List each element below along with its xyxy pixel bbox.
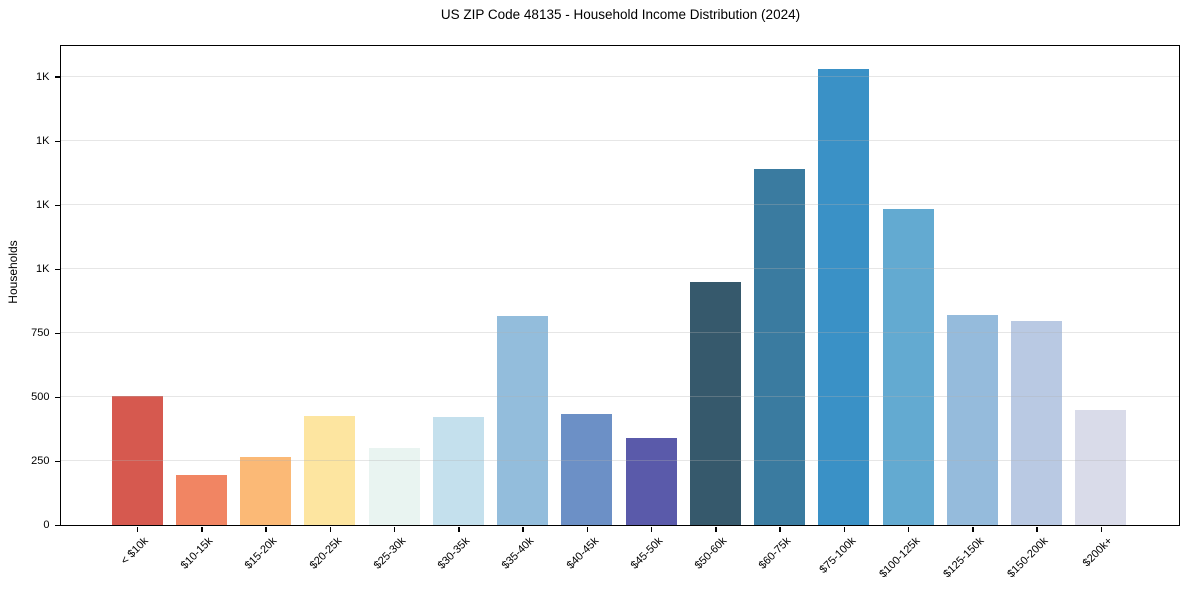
x-tick-label: $10-15k bbox=[178, 534, 216, 572]
bar bbox=[625, 437, 677, 525]
plot-area bbox=[60, 45, 1180, 526]
bar bbox=[111, 395, 163, 525]
x-axis-tick bbox=[265, 527, 267, 532]
bar bbox=[561, 413, 613, 525]
x-axis-tick bbox=[650, 527, 653, 532]
x-axis-tick bbox=[843, 527, 846, 532]
x-tick-label: $50-60k bbox=[692, 534, 730, 572]
y-axis-tick bbox=[54, 140, 60, 143]
y-axis-tick bbox=[54, 76, 60, 78]
y-axis-tick bbox=[54, 204, 60, 207]
x-axis-tick bbox=[907, 527, 910, 532]
x-tick-label: $100-125k bbox=[876, 534, 923, 580]
y-axis-tick bbox=[54, 524, 60, 527]
y-axis-tick bbox=[54, 268, 60, 271]
y-axis-tick bbox=[54, 396, 60, 399]
bar bbox=[689, 281, 741, 525]
x-tick-label: $150-200k bbox=[1005, 534, 1051, 580]
x-axis-tick bbox=[201, 527, 203, 532]
y-tick-label: 0 bbox=[43, 519, 50, 531]
bar bbox=[240, 457, 292, 525]
bar bbox=[882, 208, 934, 525]
x-axis-tick bbox=[1036, 527, 1038, 532]
y-tick-label: 1K bbox=[36, 262, 50, 275]
x-axis-tick bbox=[715, 527, 717, 532]
x-axis-tick bbox=[329, 527, 332, 532]
x-tick-label: $45-50k bbox=[628, 534, 666, 572]
y-axis-tick bbox=[54, 332, 60, 335]
x-axis-tick bbox=[458, 527, 460, 532]
x-axis-tick bbox=[972, 527, 974, 532]
bar bbox=[497, 316, 549, 525]
gridline bbox=[61, 396, 1179, 398]
y-tick-label: 250 bbox=[31, 454, 50, 467]
y-tick-label: 1K bbox=[36, 70, 50, 83]
x-tick-label: $15-20k bbox=[243, 534, 280, 572]
gridline bbox=[61, 76, 1179, 78]
y-tick-label: 750 bbox=[31, 326, 50, 339]
bar bbox=[818, 69, 870, 525]
bar bbox=[175, 475, 227, 525]
bar bbox=[754, 168, 806, 525]
x-tick-label: $30-35k bbox=[435, 534, 473, 572]
chart-title: US ZIP Code 48135 - Household Income Dis… bbox=[440, 7, 801, 22]
bar bbox=[1075, 409, 1127, 525]
gridline bbox=[61, 460, 1179, 462]
y-tick-label: 1K bbox=[36, 134, 50, 147]
y-axis-tick bbox=[54, 460, 60, 463]
x-tick-label: $75-100k bbox=[816, 534, 858, 576]
x-tick-label: $25-30k bbox=[371, 534, 409, 572]
x-tick-label: $35-40k bbox=[500, 534, 537, 572]
bar bbox=[304, 416, 356, 525]
x-tick-label: $125-150k bbox=[941, 534, 987, 580]
x-tick-label: $40-45k bbox=[564, 534, 601, 572]
y-tick-label: 1K bbox=[36, 198, 50, 211]
bar bbox=[368, 448, 420, 525]
bar bbox=[432, 417, 484, 525]
gridline bbox=[61, 204, 1179, 206]
x-tick-label: $60-75k bbox=[757, 534, 794, 572]
gridline bbox=[61, 268, 1179, 270]
x-axis-tick bbox=[522, 527, 524, 532]
x-axis-tick bbox=[1100, 527, 1103, 532]
x-axis-tick bbox=[136, 527, 139, 532]
bar bbox=[946, 314, 998, 525]
x-tick-label: $200k+ bbox=[1080, 534, 1115, 569]
x-tick-label: < $10k bbox=[119, 534, 152, 567]
gridline bbox=[61, 140, 1179, 142]
y-tick-label: 500 bbox=[31, 390, 50, 403]
gridline bbox=[61, 332, 1179, 334]
x-tick-label: $20-25k bbox=[307, 534, 344, 572]
x-axis-tick bbox=[393, 527, 396, 532]
x-axis-tick bbox=[779, 527, 781, 532]
x-axis-tick bbox=[586, 527, 589, 532]
bar bbox=[1011, 321, 1063, 525]
